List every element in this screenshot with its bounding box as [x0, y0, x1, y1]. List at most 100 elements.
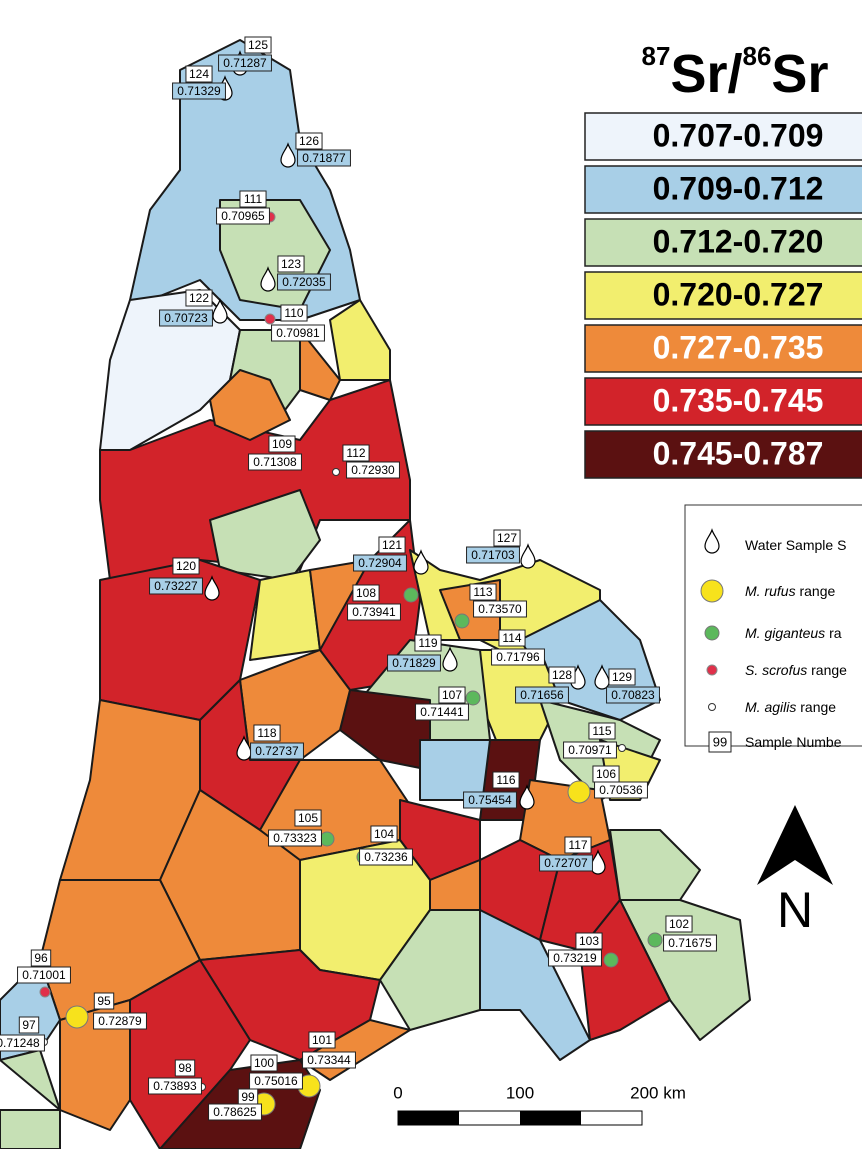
sample-id: 119 [418, 636, 437, 650]
sample-value-box [149, 577, 203, 595]
sample-id-box [295, 132, 323, 150]
sample-value: 0.72879 [98, 1014, 142, 1028]
sample-id-box [185, 289, 213, 307]
water-sample-marker [519, 784, 535, 810]
sample-value-box [466, 546, 520, 564]
sample-id: 97 [22, 1018, 36, 1032]
sample-value-box [563, 741, 617, 759]
sample-id-box [174, 1059, 196, 1077]
sample-value: 0.75454 [468, 793, 512, 807]
range-swatch [584, 430, 862, 479]
water-sample-marker [590, 849, 606, 875]
sample-id: 118 [257, 726, 276, 740]
scrofus-marker [39, 986, 51, 998]
sample-value-box [17, 966, 71, 984]
sample-id: 117 [568, 838, 587, 852]
rufus-marker [700, 579, 724, 603]
sample-value-box [159, 309, 213, 327]
sample-value: 0.73893 [153, 1079, 197, 1093]
scale-label: 0 [393, 1083, 402, 1102]
sample-value: 0.71287 [223, 56, 267, 70]
sample-value-box [271, 324, 325, 342]
sample-id-box [414, 634, 442, 652]
sample-id-box [493, 529, 521, 547]
sample-id: 116 [496, 773, 515, 787]
sample-value-box [148, 1077, 202, 1095]
symbol-label: M. rufus range [745, 583, 835, 599]
sample-value-box [353, 554, 407, 572]
sample-value: 0.73570 [478, 602, 522, 616]
rufus-marker [65, 1005, 89, 1029]
sample-id: 111 [244, 192, 263, 206]
range-label: 0.735-0.745 [653, 382, 824, 418]
north-arrow [757, 805, 833, 885]
sample-value-box [218, 54, 272, 72]
sample-value-box [277, 273, 331, 291]
sample-value-box [268, 829, 322, 847]
sample-id: 105 [298, 811, 318, 825]
sample-value-box [491, 648, 545, 666]
sample-id: 103 [579, 934, 599, 948]
sample-id-box [548, 666, 576, 684]
sample-value-box [248, 453, 302, 471]
sample-value: 0.78625 [213, 1105, 257, 1119]
sample-value: 0.71656 [520, 688, 564, 702]
symbol-text: range [811, 662, 847, 678]
sample-value: 0.71829 [392, 656, 436, 670]
sample-value: 0.71001 [22, 968, 66, 982]
range-label: 0.707-0.709 [653, 117, 824, 153]
sample-id: 129 [612, 670, 632, 684]
symbol-label: M. giganteus ra [745, 625, 842, 641]
sample-value: 0.71796 [496, 650, 540, 664]
sample-value-box [359, 848, 413, 866]
agilis-marker [332, 468, 340, 476]
range-label: 0.709-0.712 [653, 170, 824, 206]
sample-value-box [663, 934, 717, 952]
sample-id: 127 [497, 531, 517, 545]
sample-id-box [244, 36, 272, 54]
sample-id: 125 [248, 38, 268, 52]
range-label: 0.720-0.727 [653, 276, 824, 312]
sample-id-box [498, 629, 526, 647]
sample-value-box [216, 207, 270, 225]
sample-id: 120 [176, 559, 196, 573]
symbol-text: range [799, 583, 835, 599]
sample-value-box [297, 149, 351, 167]
sample-value: 0.72904 [358, 556, 402, 570]
sample-value-box [548, 949, 602, 967]
sample-value: 0.73227 [154, 579, 198, 593]
water-sample-marker [520, 543, 536, 569]
sample-id-box [492, 771, 520, 789]
sample-id: 126 [299, 134, 319, 148]
agilis-marker [618, 744, 626, 752]
sample-id-box [438, 686, 466, 704]
sample-value-box [208, 1103, 262, 1121]
water-sample-marker [260, 266, 276, 292]
sample-value: 0.71703 [471, 548, 515, 562]
symbol-label: S. scrofus range [745, 662, 847, 678]
sample-id-box [253, 724, 281, 742]
sample-value-box [347, 603, 401, 621]
sample-id-box [608, 668, 636, 686]
species-name: M. agilis [745, 699, 796, 715]
symbol-text: Sample Numbe [745, 734, 842, 750]
sample-value-box [302, 1051, 356, 1069]
region [609, 829, 701, 901]
title: 87Sr/86Sr [642, 41, 829, 104]
range-label: 0.745-0.787 [653, 435, 824, 471]
sample-value: 0.70971 [568, 743, 612, 757]
sample-value: 0.71329 [177, 84, 221, 98]
sample-value: 0.71877 [302, 151, 346, 165]
species-name: M. rufus [745, 583, 796, 599]
sample-id-box [352, 584, 380, 602]
sample-id: 124 [189, 67, 209, 81]
range-label: 0.727-0.735 [653, 329, 824, 365]
sample-id: 113 [473, 585, 492, 599]
region [209, 489, 321, 581]
title-main: Sr [771, 44, 828, 104]
title-main: Sr/ [670, 44, 742, 104]
sample-id: 115 [592, 724, 611, 738]
sample-value: 0.71248 [0, 1036, 40, 1050]
sample-id: 128 [552, 668, 572, 682]
